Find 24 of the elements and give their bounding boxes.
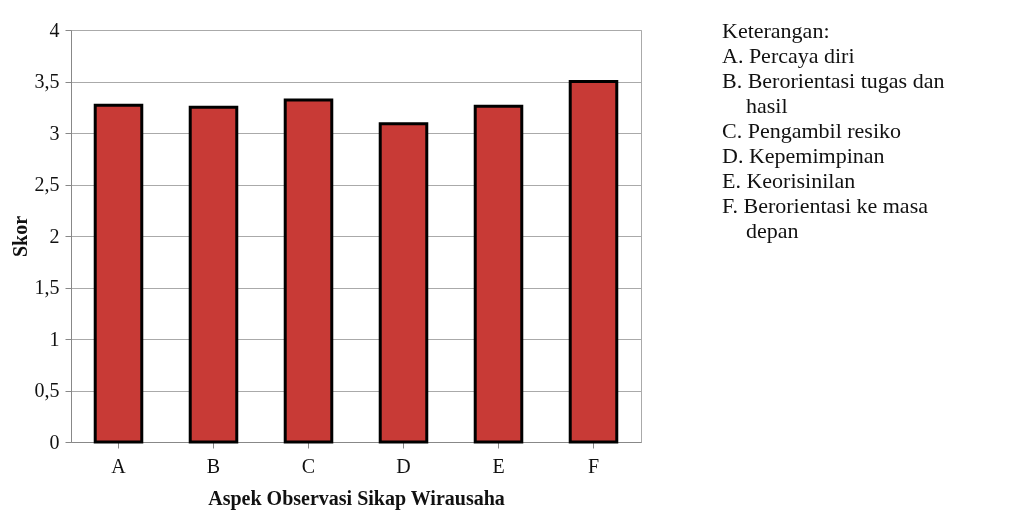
y-tick-label: 1 xyxy=(49,327,60,350)
y-tick-label: 0 xyxy=(49,430,60,453)
x-tick-label: D xyxy=(396,454,411,477)
y-tick-label: 4 xyxy=(49,18,60,41)
y-tick-label: 2 xyxy=(49,224,60,247)
x-axis-title: Aspek Observasi Sikap Wirausaha xyxy=(208,486,505,510)
y-axis-title: Skor xyxy=(8,215,31,258)
text: D. Kepemimpinan xyxy=(721,143,886,168)
text: F. Berorientasi ke masa depan xyxy=(721,193,929,243)
x-tick-label: C xyxy=(301,454,316,477)
text: A. Percaya diri xyxy=(721,43,856,68)
x-tick-label: A xyxy=(111,454,127,477)
x-tick-label: E xyxy=(492,454,505,477)
text: B. Berorientasi tugas dan hasil xyxy=(721,68,946,118)
y-tick-label: 1,5 xyxy=(34,276,60,298)
text: E. Keorisinilan xyxy=(721,168,857,193)
x-tick-label: F xyxy=(587,454,600,477)
text: C. Pengambil resiko xyxy=(721,118,903,143)
x-tick-label: B xyxy=(206,454,221,477)
y-tick-label: 3,5 xyxy=(34,70,60,92)
text: Keterangan: xyxy=(721,18,831,43)
y-tick-label: 0,5 xyxy=(34,379,60,401)
y-tick-label: 3 xyxy=(49,121,60,144)
y-tick-label: 2,5 xyxy=(34,173,60,195)
